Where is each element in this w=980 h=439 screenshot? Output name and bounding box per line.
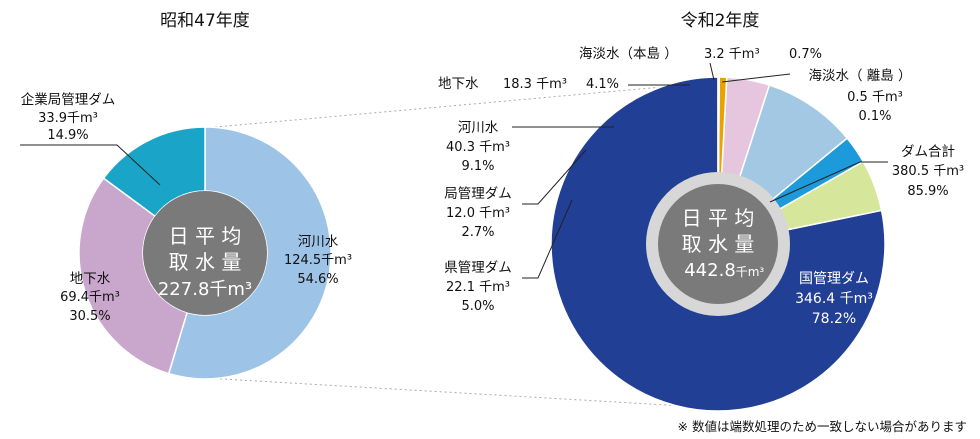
data-label-percent: 30.5%	[69, 309, 110, 324]
right-label-seawater-island: 海淡水（ 離島 ） 0.5 千m³ 0.1%	[721, 68, 912, 124]
data-label-value: 380.5 千m³	[892, 164, 964, 179]
data-label-percent: 54.6%	[297, 272, 338, 287]
data-label-name: 海淡水（ 離島 ）	[808, 68, 911, 84]
leader-line	[709, 62, 715, 81]
footnote: ※ 数値は端数処理のため一致しない場合があります	[678, 419, 967, 434]
leader-line	[522, 149, 587, 205]
right-center-unit: 千m³	[736, 265, 765, 279]
right-label-kyoku-dam: 局管理ダム 12.0 千m³ 2.7%	[444, 149, 587, 240]
right-label-ground: 地下水 18.3 千m³ 4.1%	[438, 76, 690, 92]
left-label-river: 河川水 124.5千m³ 54.6%	[284, 234, 352, 287]
data-label-value: 33.9千m³	[38, 111, 98, 126]
leader-line	[522, 199, 573, 279]
left-center-disc	[143, 191, 267, 315]
data-label-value: 0.5 千m³	[847, 90, 903, 105]
right-center-line2: 取 水 量	[682, 232, 755, 256]
data-label-value: 22.1 千m³	[446, 280, 510, 295]
data-label-percent: 5.0%	[461, 299, 494, 314]
data-label-name: 局管理ダム	[444, 186, 512, 202]
leader-line	[769, 161, 888, 203]
right-center-line3: 442.8	[684, 260, 736, 281]
left-chart-title: 昭和47年度	[160, 11, 250, 31]
data-label-percent: 78.2%	[812, 311, 856, 327]
data-label-percent: 85.9%	[907, 184, 948, 199]
right-label-dam-total: ダム合計 380.5 千m³ 85.9%	[769, 144, 964, 203]
data-label-percent: 2.7%	[461, 225, 494, 240]
data-label-percent: 0.7%	[789, 47, 822, 62]
leader-line	[20, 144, 161, 186]
connector-line-bottom	[204, 377, 719, 409]
left-center-line1: 日 平 均	[169, 224, 242, 248]
data-label-value: 12.0 千m³	[446, 206, 510, 221]
data-label-value: 346.4 千m³	[795, 291, 873, 307]
data-label-name: 地下水	[70, 271, 111, 287]
right-center-disc	[658, 184, 778, 304]
data-label-name: 企業局管理ダム	[21, 91, 116, 108]
data-label-value: 69.4千m³	[60, 290, 120, 305]
right-pie-slice-6	[717, 76, 720, 245]
right-label-river: 河川水 40.3 千m³ 9.1%	[446, 120, 614, 174]
data-label-value: 3.2 千m³	[704, 47, 760, 62]
left-center-line2: 取 水 量	[169, 250, 242, 274]
data-label-name: 県管理ダム	[444, 260, 512, 276]
data-label-percent: 4.1%	[586, 77, 619, 92]
connector-line-top	[204, 81, 719, 129]
right-label-seawater-main: 海淡水（本島 ） 3.2 千m³ 0.7%	[579, 46, 822, 81]
data-label-name: 地下水	[438, 76, 479, 92]
leader-line	[721, 73, 791, 83]
data-label-value: 40.3 千m³	[446, 140, 510, 155]
data-label-percent: 0.1%	[858, 109, 891, 124]
left-center-line3: 227.8千m³	[158, 279, 252, 300]
right-label-kuni-dam: 国管理ダム 346.4 千m³ 78.2%	[795, 271, 873, 327]
data-label-percent: 14.9%	[47, 128, 88, 143]
data-label-name: 国管理ダム	[799, 271, 869, 287]
data-label-name: 河川水	[298, 234, 339, 250]
right-label-ken-dam: 県管理ダム 22.1 千m³ 5.0%	[444, 199, 573, 314]
left-label-dam: 企業局管理ダム 33.9千m³ 14.9%	[20, 91, 161, 186]
data-label-value: 124.5千m³	[284, 253, 352, 268]
data-label-name: 河川水	[458, 120, 499, 136]
data-label-percent: 9.1%	[461, 159, 494, 174]
left-label-ground: 地下水 69.4千m³ 30.5%	[60, 271, 120, 324]
left-donut-chart	[78, 126, 332, 380]
right-pie-slice-0	[550, 76, 886, 412]
data-label-value: 18.3 千m³	[503, 77, 567, 92]
data-label-name: 海淡水（本島 ）	[579, 46, 678, 62]
right-chart-title: 令和2年度	[681, 11, 760, 31]
data-label-name: ダム合計	[901, 144, 955, 160]
right-center-line1: 日 平 均	[682, 206, 755, 230]
